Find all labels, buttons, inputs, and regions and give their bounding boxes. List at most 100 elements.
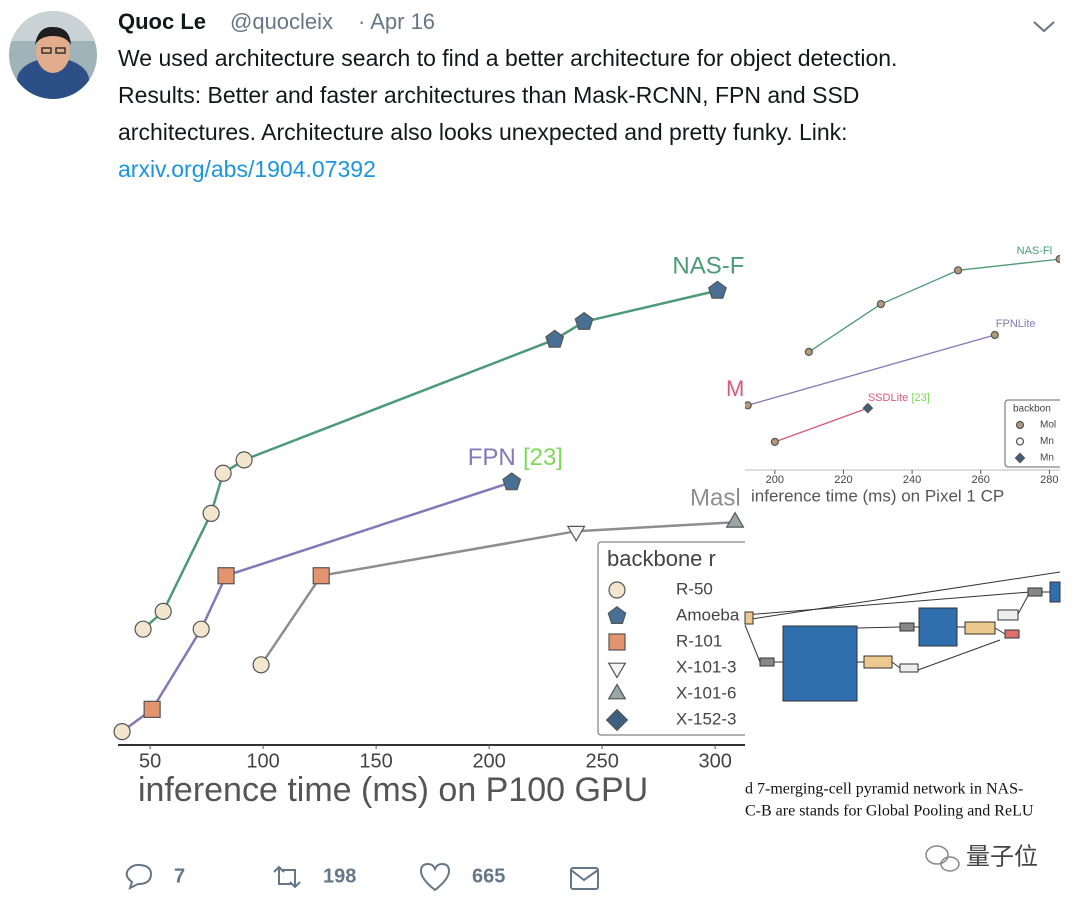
menu-chevron[interactable] xyxy=(1033,21,1055,33)
wechat-icon xyxy=(925,845,960,872)
legend-marker xyxy=(605,708,629,732)
x-tick-label: 100 xyxy=(246,750,279,772)
legend-marker xyxy=(1015,437,1025,446)
legend-label: X-152-3 xyxy=(676,709,736,728)
x-tick-label: 250 xyxy=(585,750,618,772)
marker xyxy=(252,656,270,674)
x-axis-label: inference time (ms) on P100 GPU xyxy=(138,771,648,809)
legend-box xyxy=(597,541,745,736)
legend-label: X-101-3 xyxy=(676,657,736,676)
marker xyxy=(217,567,235,585)
avatar[interactable] xyxy=(9,11,97,102)
marker xyxy=(770,437,779,446)
x-tick-label: 200 xyxy=(472,750,505,772)
marker xyxy=(745,401,752,410)
tweet-date[interactable]: · Apr 16 xyxy=(358,9,435,34)
marker xyxy=(1055,254,1060,264)
marker xyxy=(862,402,874,414)
annotation: M xyxy=(726,376,744,401)
series-label: FPN [23] xyxy=(468,445,563,472)
series-name: NAS-Fl xyxy=(1017,245,1052,257)
figure-caption: d 7-merging-cell pyramid network in NAS- xyxy=(745,781,1023,798)
x-tick-label: 300 xyxy=(698,750,731,772)
series-label: NAS-F xyxy=(672,253,744,280)
series-name: FPN xyxy=(468,445,516,472)
marker xyxy=(725,511,745,528)
series-name: FPNLite xyxy=(996,318,1036,330)
marker xyxy=(502,472,522,491)
figure-caption: C-B are stands for Global Pooling and Re… xyxy=(745,803,1034,820)
author-handle[interactable]: @quocleix xyxy=(230,9,333,34)
marker xyxy=(876,299,885,309)
marker xyxy=(953,266,963,275)
reply-button[interactable] xyxy=(125,863,153,890)
legend-label: Mol xyxy=(1040,420,1056,431)
marker xyxy=(312,567,330,585)
legend-title: backbone r xyxy=(607,546,716,571)
watermark: 量子位 xyxy=(966,843,1038,870)
legend-marker xyxy=(1015,420,1025,430)
x-tick-label: 220 xyxy=(834,474,852,486)
marker xyxy=(154,602,172,620)
marker xyxy=(192,620,210,638)
left-chart: 50 100 150 200 250 300 NAS-F FPN [23] Masl backbon… xyxy=(113,235,745,805)
series-name: NAS-F xyxy=(672,253,744,280)
message-button[interactable] xyxy=(570,867,599,890)
x-tick-label: 240 xyxy=(903,474,921,486)
chart-background xyxy=(745,235,1060,535)
marker xyxy=(804,347,813,356)
legend-marker xyxy=(607,683,627,700)
series-line xyxy=(747,334,995,406)
series-label: NAS-Fl xyxy=(1017,245,1052,257)
series-reference: [23] xyxy=(523,445,563,472)
series-name: SSDLite xyxy=(868,392,908,404)
marker xyxy=(214,464,232,482)
marker xyxy=(235,451,253,469)
x-tick-label: 280 xyxy=(1040,474,1058,486)
legend-marker xyxy=(608,581,626,599)
legend-label: Mn xyxy=(1040,436,1054,447)
legend-marker xyxy=(607,606,627,625)
series-label: SSDLite [23] xyxy=(868,392,930,404)
legend-box xyxy=(1004,399,1060,468)
series-line xyxy=(260,521,736,666)
tweet-text: Results: Better and faster architectures… xyxy=(118,82,859,108)
series-label: FPNLite xyxy=(996,318,1036,330)
right-chart: 200 220 240 260 280 NAS-Fl FPNLite SSDLite [23] b… xyxy=(745,235,1060,535)
x-tick-label: 150 xyxy=(359,750,392,772)
series-label: Masl xyxy=(690,485,741,512)
legend-marker xyxy=(607,662,627,679)
tweet-link[interactable]: arxiv.org/abs/1904.07392 xyxy=(118,156,376,182)
marker xyxy=(545,329,565,348)
legend-label: Mn xyxy=(1040,453,1054,464)
legend-marker xyxy=(608,633,626,651)
legend-label: X-101-6 xyxy=(676,683,736,702)
x-axis-label: inference time (ms) on Pixel 1 CP xyxy=(751,486,1004,505)
marker xyxy=(566,525,586,542)
legend-label: Amoeba xyxy=(676,605,740,624)
like-button[interactable] xyxy=(419,862,451,892)
tweet-text: architectures. Architecture also looks u… xyxy=(118,119,848,145)
author-name[interactable]: Quoc Le xyxy=(118,9,206,34)
marker xyxy=(134,620,152,638)
legend-label: R-101 xyxy=(676,631,722,650)
retweet-button[interactable] xyxy=(273,865,301,889)
marker xyxy=(574,311,594,330)
tweet-text: We used architecture search to find a be… xyxy=(118,45,897,71)
marker xyxy=(113,723,131,741)
series-reference: [23] xyxy=(912,392,930,404)
like-count: 665 xyxy=(472,865,505,887)
marker xyxy=(990,330,999,340)
marker xyxy=(143,700,161,718)
reply-count: 7 xyxy=(174,865,185,887)
series-line xyxy=(774,407,869,443)
legend-label: R-50 xyxy=(676,579,713,598)
marker xyxy=(707,280,727,299)
series-name: Masl xyxy=(690,485,741,512)
x-tick-label: 200 xyxy=(766,474,784,486)
x-tick-label: 50 xyxy=(139,750,161,772)
legend-title: backbon xyxy=(1013,404,1051,415)
legend-marker xyxy=(1014,452,1026,464)
retweet-count: 198 xyxy=(323,865,356,887)
